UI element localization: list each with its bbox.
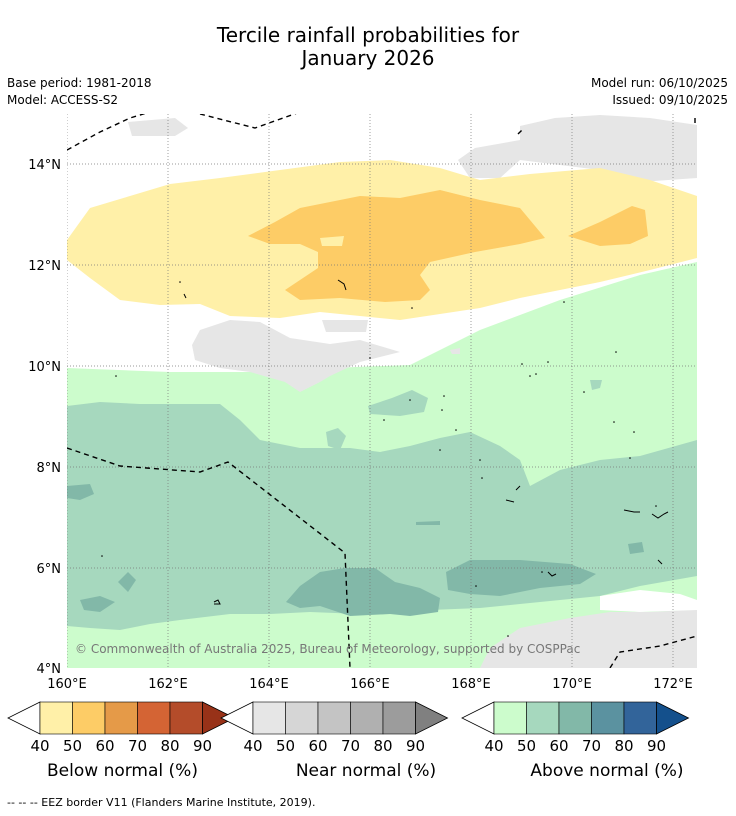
legend-below-tick: 90	[193, 737, 212, 755]
lat-label: 10°N	[28, 360, 61, 375]
lon-label: 166°E	[350, 677, 390, 692]
legend-near-tick: 90	[406, 737, 425, 755]
lat-label: 12°N	[28, 259, 61, 274]
model-run: Model run: 06/10/2025	[590, 76, 728, 90]
eez-footer: -- -- -- EEZ border V11 (Flanders Marine…	[7, 796, 316, 809]
legend-below-cell	[72, 701, 106, 735]
field-near-e	[450, 348, 460, 354]
field-above-60-b	[446, 560, 596, 596]
map-title-line1: Tercile rainfall probabilities for	[216, 23, 520, 47]
legend-above-over	[656, 701, 690, 735]
legend-near-over	[415, 701, 449, 735]
legend-above-tick: 40	[484, 737, 503, 755]
field-above-60	[286, 568, 440, 616]
legend-near-cell	[252, 701, 286, 735]
field-above-50-d	[590, 380, 602, 390]
field-above-60-e	[80, 596, 115, 612]
legend-near-tick: 80	[373, 737, 392, 755]
colorbar-legends: 40 50 60 70 80 90 40 50 60 70 80 90 40 50 60 70 80 90	[7, 701, 690, 755]
legend-near-tick: 50	[276, 737, 295, 755]
field-near-f	[480, 610, 697, 668]
legend-below-tick: 70	[128, 737, 147, 755]
legend-below-tick: 50	[63, 737, 82, 755]
legend-above-tick: 90	[647, 737, 666, 755]
field-below-50-east	[568, 206, 648, 246]
legend-above-tick: 80	[614, 737, 633, 755]
legend-below-cell	[169, 701, 203, 735]
legend-above-cell	[558, 701, 592, 735]
legend-near-under	[220, 701, 254, 735]
lon-label: 162°E	[148, 677, 188, 692]
lon-label: 160°E	[47, 677, 87, 692]
lat-labels: 14°N 12°N 10°N 8°N 6°N 4°N	[28, 158, 61, 677]
field-above-50-c	[326, 428, 346, 450]
lat-label: 14°N	[28, 158, 61, 173]
island-dots	[101, 281, 657, 637]
field-near-a	[128, 118, 188, 136]
legend-below-tick: 60	[95, 737, 114, 755]
lon-labels: 160°E 162°E 164°E 166°E 168°E 170°E 172°…	[47, 677, 693, 692]
legend-below-under	[7, 701, 41, 735]
legend-above-cell	[493, 701, 527, 735]
base-period: Base period: 1981-2018	[7, 76, 152, 90]
legend-label-below: Below normal (%)	[47, 761, 198, 781]
field-above-60-d	[118, 572, 136, 592]
field-above-50-b	[368, 390, 428, 416]
field-near-c	[192, 320, 400, 392]
meta-left: Base period: 1981-2018 Model: ACCESS-S2	[7, 75, 152, 109]
legend-below-cell	[104, 701, 138, 735]
legend-below-over	[202, 701, 236, 735]
legend-above-under	[461, 701, 495, 735]
field-below-hole	[320, 236, 344, 246]
field-near-b	[458, 115, 697, 182]
lon-label: 168°E	[451, 677, 491, 692]
lat-label: 4°N	[37, 662, 62, 677]
legend-above-cell	[591, 701, 625, 735]
islands	[183, 279, 669, 605]
legend-near-tick: 70	[341, 737, 360, 755]
eez-borders	[67, 114, 697, 668]
legend-near-tick: 60	[308, 737, 327, 755]
legend-above-tick: 50	[517, 737, 536, 755]
legend-label-above: Above normal (%)	[530, 761, 684, 781]
legend-near-cell	[350, 701, 384, 735]
legend-below-cell	[39, 701, 73, 735]
lon-label: 170°E	[552, 677, 592, 692]
legend-near-cell	[382, 701, 416, 735]
legend-label-near: Near normal (%)	[295, 761, 437, 781]
lon-label: 164°E	[249, 677, 289, 692]
field-below-50	[248, 190, 545, 302]
legend-near-cell	[285, 701, 319, 735]
issued-date: Issued: 09/10/2025	[612, 93, 728, 107]
legend-above-cell	[526, 701, 560, 735]
map-title-line2: January 2026	[301, 46, 435, 70]
legend-near-cell	[317, 701, 351, 735]
model-name: Model: ACCESS-S2	[7, 93, 119, 107]
legend-above-tick: 70	[582, 737, 601, 755]
legend-above-tick: 60	[549, 737, 568, 755]
legend-below-tick: 40	[30, 737, 49, 755]
legend-near-tick: 40	[243, 737, 262, 755]
gridlines	[67, 114, 697, 668]
field-above-60-c	[67, 484, 94, 500]
probability-fields: © Commonwealth of Australia 2025, Bureau…	[67, 114, 697, 668]
field-near-d	[322, 320, 368, 332]
legend-below-cell	[137, 701, 171, 735]
field-above-60-f	[628, 542, 644, 554]
field-above-60-g	[416, 521, 440, 525]
legend-above-cell	[623, 701, 657, 735]
lat-label: 6°N	[37, 562, 62, 577]
legend-below-tick: 80	[160, 737, 179, 755]
copyright-text: © Commonwealth of Australia 2025, Bureau…	[75, 642, 580, 656]
lon-label: 172°E	[653, 677, 693, 692]
meta-right: Model run: 06/10/2025 Issued: 09/10/2025	[591, 75, 728, 109]
lat-label: 8°N	[37, 461, 62, 476]
